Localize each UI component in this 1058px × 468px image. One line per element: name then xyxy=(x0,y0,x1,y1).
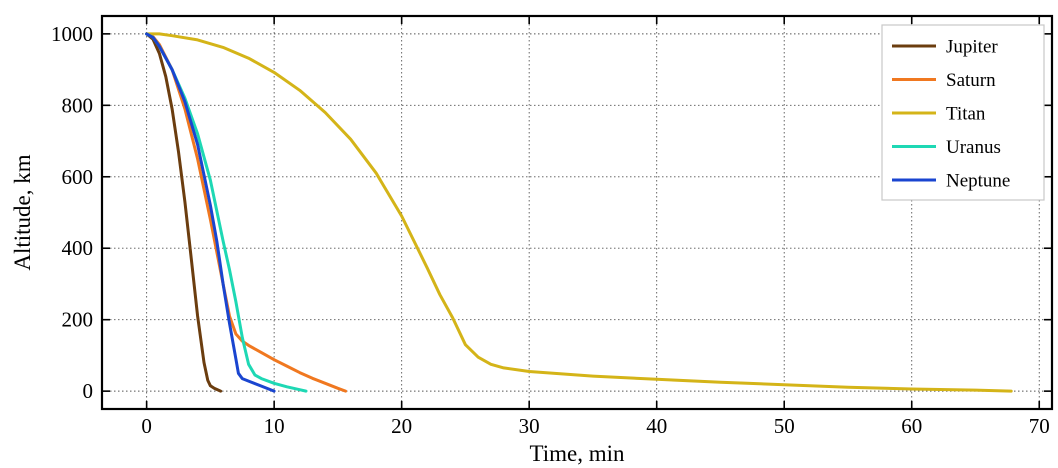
legend-label-jupiter: Jupiter xyxy=(946,37,998,58)
y-axis-label: Altitude, km xyxy=(10,154,35,270)
x-tick-label: 20 xyxy=(391,414,412,438)
x-tick-label: 50 xyxy=(774,414,795,438)
x-tick-label: 30 xyxy=(519,414,540,438)
series-line-saturn xyxy=(145,32,348,393)
series-line-neptune xyxy=(145,32,276,393)
series-line-uranus xyxy=(145,32,308,393)
legend: Jupiter Saturn Titan Uranus Neptune xyxy=(881,24,1045,201)
legend-label-uranus: Uranus xyxy=(946,137,1001,158)
legend-label-saturn: Saturn xyxy=(946,70,996,91)
plot-area xyxy=(145,32,1013,393)
x-tick-label: 60 xyxy=(901,414,922,438)
y-tick-label: 1000 xyxy=(51,22,93,46)
plot-frame xyxy=(100,14,1054,411)
series-line-jupiter xyxy=(145,32,223,393)
y-tick-label: 0 xyxy=(83,379,94,403)
y-tick-label: 600 xyxy=(62,165,94,189)
legend-box xyxy=(881,24,1045,201)
x-tick-label: 70 xyxy=(1029,414,1050,438)
axis-ticks: 0 10 20 30 40 50 60 70 0 200 400 600 800 1000 xyxy=(51,16,1052,438)
x-tick-label: 10 xyxy=(264,414,285,438)
series-line-titan xyxy=(145,32,1013,393)
legend-label-neptune: Neptune xyxy=(946,171,1010,192)
x-axis-label: Time, min xyxy=(529,441,625,466)
legend-label-titan: Titan xyxy=(946,104,986,125)
y-tick-label: 200 xyxy=(62,308,94,332)
y-tick-label: 800 xyxy=(62,93,94,117)
x-tick-label: 0 xyxy=(141,414,152,438)
y-tick-label: 400 xyxy=(62,236,94,260)
x-tick-label: 40 xyxy=(646,414,667,438)
